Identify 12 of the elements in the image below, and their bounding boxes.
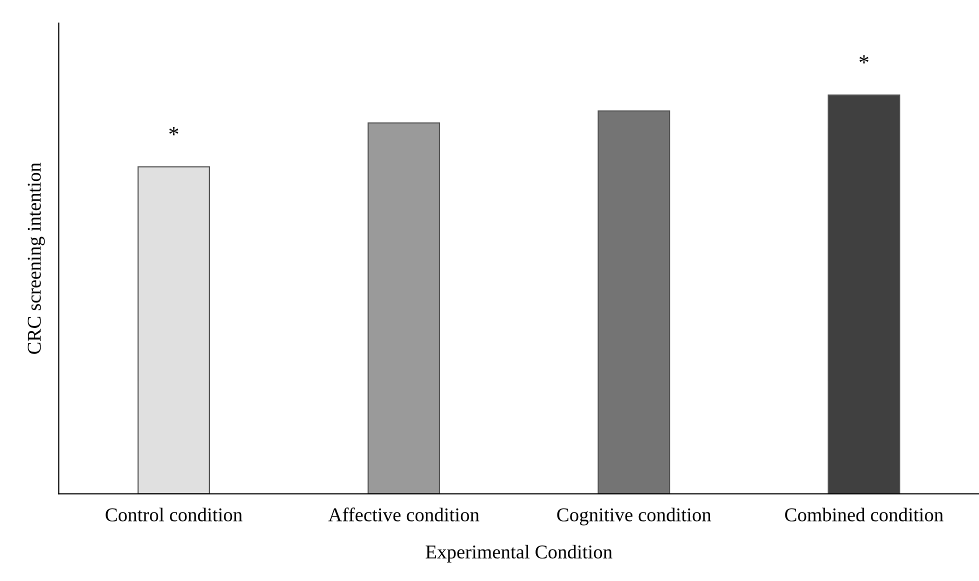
x-tick-label: Control condition [106,508,242,522]
x-tick-label: Combined condition [785,508,944,522]
bar [598,110,670,494]
x-tick-label: Affective condition [328,508,480,522]
bar [828,94,900,494]
bar [138,166,210,494]
annotation: * [169,127,178,136]
x-tick-label: Cognitive condition [557,508,712,526]
annotation: * [860,55,868,64]
bar [368,122,440,494]
y-axis-title: CRC screening intention [28,162,45,354]
x-axis-title: Experimental Condition [426,544,612,563]
